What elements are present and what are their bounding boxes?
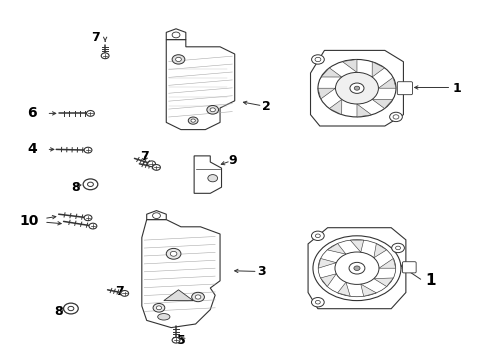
Polygon shape: [318, 258, 336, 268]
Polygon shape: [378, 77, 395, 88]
Circle shape: [207, 175, 217, 182]
Circle shape: [101, 53, 109, 59]
Text: 1: 1: [424, 273, 435, 288]
Polygon shape: [194, 156, 221, 193]
Ellipse shape: [157, 314, 170, 320]
Text: 4: 4: [27, 143, 37, 156]
Polygon shape: [342, 59, 356, 72]
Circle shape: [335, 72, 378, 104]
Circle shape: [195, 295, 201, 299]
Circle shape: [86, 111, 94, 116]
Circle shape: [147, 161, 155, 167]
Polygon shape: [310, 50, 403, 126]
Circle shape: [172, 337, 180, 343]
Text: 10: 10: [20, 215, 39, 228]
Polygon shape: [337, 282, 349, 296]
Circle shape: [334, 252, 378, 284]
Circle shape: [191, 292, 204, 302]
Polygon shape: [360, 284, 376, 296]
Polygon shape: [166, 40, 234, 130]
Circle shape: [152, 165, 160, 170]
Text: 8: 8: [71, 181, 80, 194]
FancyBboxPatch shape: [402, 262, 415, 273]
Circle shape: [121, 291, 128, 296]
Circle shape: [84, 215, 92, 221]
Circle shape: [172, 32, 180, 38]
Circle shape: [315, 300, 320, 304]
Polygon shape: [371, 99, 392, 108]
Polygon shape: [307, 228, 405, 309]
Polygon shape: [373, 243, 386, 258]
Circle shape: [170, 251, 177, 256]
Polygon shape: [378, 258, 395, 268]
Polygon shape: [349, 240, 363, 252]
Text: 1: 1: [452, 82, 461, 95]
Circle shape: [311, 297, 324, 307]
Polygon shape: [320, 274, 336, 287]
Polygon shape: [329, 99, 341, 114]
Polygon shape: [371, 62, 384, 77]
Circle shape: [317, 59, 395, 117]
Text: 6: 6: [27, 107, 37, 120]
Circle shape: [63, 303, 78, 314]
Circle shape: [311, 231, 324, 240]
Circle shape: [188, 117, 198, 124]
Circle shape: [190, 119, 195, 122]
Circle shape: [392, 115, 398, 119]
Polygon shape: [166, 29, 185, 40]
Circle shape: [314, 57, 320, 62]
Circle shape: [348, 262, 364, 274]
Text: 7: 7: [140, 150, 148, 163]
Circle shape: [318, 240, 395, 297]
Text: 7: 7: [115, 285, 124, 298]
Circle shape: [353, 266, 359, 270]
Circle shape: [68, 306, 74, 311]
Circle shape: [206, 105, 218, 114]
Circle shape: [395, 246, 400, 250]
Circle shape: [311, 55, 324, 64]
Circle shape: [84, 147, 92, 153]
Polygon shape: [326, 243, 346, 254]
Circle shape: [353, 86, 359, 90]
Circle shape: [83, 179, 98, 190]
Polygon shape: [321, 68, 341, 77]
Text: 9: 9: [227, 154, 236, 167]
Circle shape: [312, 236, 400, 301]
Polygon shape: [146, 211, 166, 220]
Circle shape: [156, 306, 161, 310]
FancyBboxPatch shape: [396, 82, 412, 95]
Text: 5: 5: [176, 334, 185, 347]
Text: 8: 8: [54, 305, 63, 318]
Circle shape: [89, 223, 97, 229]
Circle shape: [315, 234, 320, 238]
Circle shape: [391, 243, 404, 253]
Text: 7: 7: [91, 31, 100, 44]
Circle shape: [210, 108, 215, 112]
Text: 3: 3: [257, 265, 265, 278]
Polygon shape: [373, 278, 392, 287]
Circle shape: [389, 112, 402, 122]
Polygon shape: [356, 104, 371, 117]
Text: 2: 2: [262, 100, 270, 113]
Circle shape: [349, 83, 363, 93]
Circle shape: [152, 213, 160, 219]
Polygon shape: [142, 220, 220, 328]
Circle shape: [166, 248, 181, 259]
Circle shape: [175, 57, 181, 62]
Circle shape: [153, 303, 164, 312]
Circle shape: [87, 182, 93, 186]
Polygon shape: [317, 88, 335, 99]
Circle shape: [172, 55, 184, 64]
Polygon shape: [163, 290, 193, 301]
